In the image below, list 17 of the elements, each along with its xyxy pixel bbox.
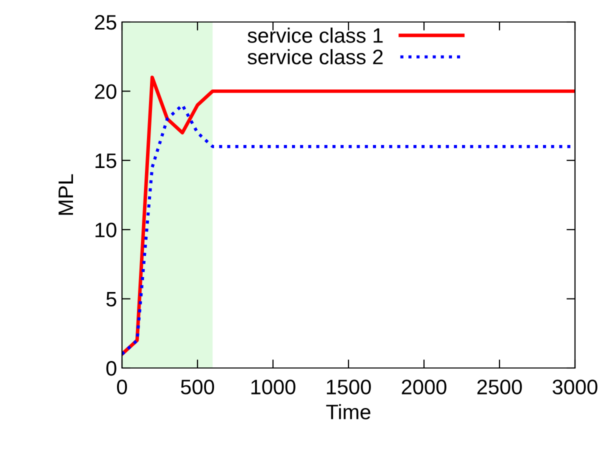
x-tick-label: 2500	[477, 380, 522, 394]
legend-label: service class 2	[248, 49, 383, 64]
x-axis-title: Time	[326, 404, 370, 420]
y-tick-label: 0	[106, 361, 116, 376]
x-tick-label: 1500	[326, 380, 371, 394]
x-tick-label: 500	[180, 380, 214, 394]
x-tick-label: 0	[117, 380, 127, 394]
y-axis-title: MPL	[58, 174, 73, 215]
y-tick-label: 20	[95, 84, 116, 99]
x-tick-label: 3000	[552, 380, 598, 394]
y-tick-label: 25	[95, 15, 116, 30]
y-tick-label: 10	[96, 222, 116, 238]
x-tick-label: 2000	[402, 380, 446, 394]
x-tick-label: 1000	[251, 380, 296, 394]
y-tick-label: 5	[106, 292, 116, 307]
legend-label: service class 1	[248, 28, 383, 43]
y-tick-label: 15	[96, 154, 116, 168]
